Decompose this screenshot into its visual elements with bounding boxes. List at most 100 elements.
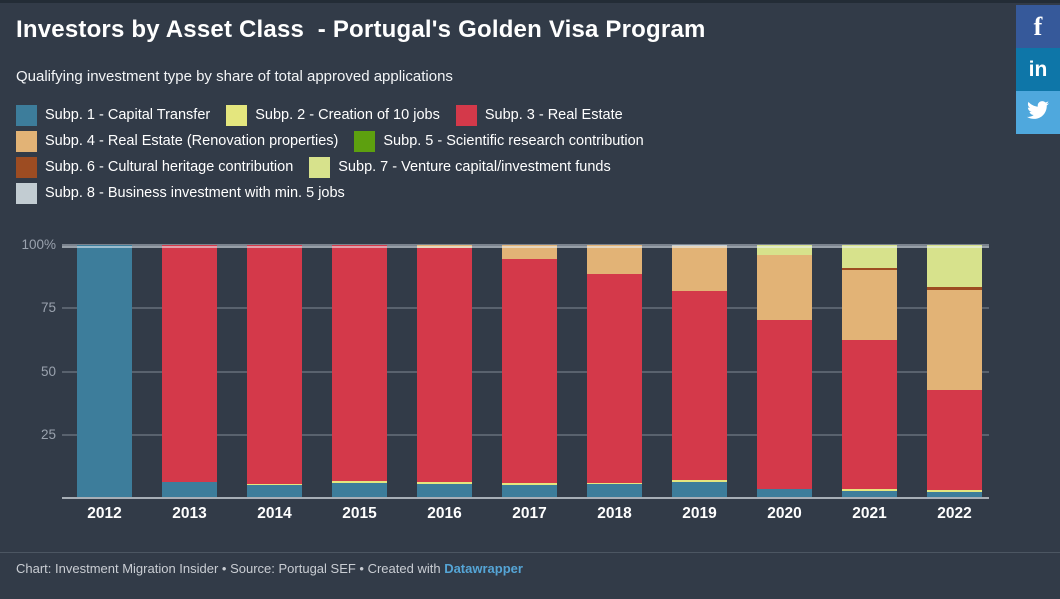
- bar-2012: [77, 245, 132, 498]
- bar-2013: [162, 245, 217, 498]
- chart-subtitle: Qualifying investment type by share of t…: [16, 68, 453, 85]
- bar-2019: [672, 245, 727, 498]
- bar-segment[interactable]: [672, 479, 727, 482]
- x-tick-label-2014: 2014: [257, 505, 292, 522]
- bar-segment[interactable]: [502, 483, 557, 485]
- legend-item-label: Subp. 2 - Creation of 10 jobs: [255, 107, 440, 123]
- bar-2020: [757, 245, 812, 498]
- bar-segment[interactable]: [757, 319, 812, 490]
- footer-separator: [0, 552, 1060, 553]
- x-tick-label-2021: 2021: [852, 505, 887, 522]
- bar-segment[interactable]: [927, 389, 982, 491]
- bar-segment[interactable]: [927, 490, 982, 492]
- bar-segment[interactable]: [672, 290, 727, 480]
- bar-2021: [842, 245, 897, 498]
- bar-2018: [587, 245, 642, 498]
- x-tick-label-2013: 2013: [172, 505, 207, 522]
- facebook-icon: f: [1033, 11, 1043, 41]
- bar-segment[interactable]: [927, 287, 982, 291]
- bar-segment[interactable]: [247, 485, 302, 498]
- bar-segment[interactable]: [587, 274, 642, 483]
- legend-row: Subp. 1 - Capital Transfer Subp. 2 - Crea…: [16, 105, 644, 126]
- bar-segment[interactable]: [757, 255, 812, 320]
- bar-2022: [927, 245, 982, 498]
- legend-row: Subp. 8 - Business investment with min. …: [16, 183, 644, 204]
- bar-segment[interactable]: [247, 483, 302, 486]
- bar-segment[interactable]: [502, 259, 557, 484]
- facebook-share-button[interactable]: f: [1016, 5, 1060, 48]
- bar-segment[interactable]: [587, 482, 642, 485]
- bar-segment[interactable]: [332, 245, 387, 482]
- legend-swatch: [354, 131, 376, 152]
- social-share-bar: f in: [1016, 5, 1060, 134]
- bar-segment[interactable]: [757, 245, 812, 256]
- legend-swatch: [16, 157, 37, 178]
- y-tick-label-50: 50: [40, 363, 56, 379]
- bar-segment[interactable]: [162, 481, 217, 498]
- x-tick-label-2016: 2016: [427, 505, 462, 522]
- y-tick-label-25: 25: [40, 426, 56, 442]
- x-tick-label-2019: 2019: [682, 505, 717, 522]
- bar-segment[interactable]: [247, 245, 302, 484]
- bar-2015: [332, 245, 387, 498]
- legend-item: Subp. 6 - Cultural heritage contribution: [16, 157, 293, 178]
- bar-segment[interactable]: [672, 245, 727, 247]
- linkedin-share-button[interactable]: in: [1016, 48, 1060, 91]
- x-tick-label-2017: 2017: [512, 505, 547, 522]
- bar-segment[interactable]: [502, 484, 557, 498]
- bar-segment[interactable]: [587, 484, 642, 498]
- legend: Subp. 1 - Capital Transfer Subp. 2 - Crea…: [16, 105, 644, 209]
- x-axis-labels: 2012 2013 2014 2015 2016 2017 2018 2019 2020 2021…: [62, 505, 989, 527]
- legend-item-label: Subp. 5 - Scientific research contributi…: [383, 133, 644, 149]
- bar-segment[interactable]: [842, 270, 897, 340]
- chart-title: Investors by Asset Class - Portugal's Go…: [16, 16, 706, 43]
- bar-segment[interactable]: [587, 245, 642, 275]
- bar-segment[interactable]: [332, 481, 387, 483]
- legend-item-label: Subp. 3 - Real Estate: [484, 107, 623, 123]
- legend-item-label: Subp. 1 - Capital Transfer: [45, 107, 211, 123]
- bar-2014: [247, 245, 302, 498]
- x-tick-label-2012: 2012: [87, 505, 122, 522]
- bar-2017: [502, 245, 557, 498]
- x-axis-baseline: [62, 497, 989, 499]
- bar-segment[interactable]: [842, 490, 897, 498]
- bar-segment[interactable]: [332, 482, 387, 498]
- linkedin-icon: in: [1028, 57, 1048, 81]
- footer: Chart: Investment Migration Insider • So…: [16, 561, 523, 576]
- legend-row: Subp. 6 - Cultural heritage contribution…: [16, 157, 644, 178]
- bar-segment[interactable]: [842, 339, 897, 490]
- bar-segment[interactable]: [927, 491, 982, 498]
- bar-segment[interactable]: [417, 483, 472, 498]
- bar-segment[interactable]: [842, 267, 897, 271]
- legend-item: Subp. 5 - Scientific research contributi…: [354, 131, 644, 152]
- bar-segment[interactable]: [502, 245, 557, 260]
- twitter-bird-icon: [1027, 99, 1049, 126]
- bar-segment[interactable]: [842, 489, 897, 491]
- x-tick-label-2022: 2022: [937, 505, 972, 522]
- top-edge-strip: [0, 0, 1060, 3]
- legend-swatch: [455, 105, 477, 126]
- legend-swatch: [16, 183, 37, 204]
- legend-swatch: [16, 105, 37, 126]
- plot-area: [62, 244, 989, 499]
- bar-segment[interactable]: [672, 246, 727, 291]
- x-tick-label-2018: 2018: [597, 505, 632, 522]
- legend-item-label: Subp. 4 - Real Estate (Renovation proper…: [45, 133, 339, 149]
- twitter-share-button[interactable]: [1016, 91, 1060, 134]
- bar-segment[interactable]: [842, 245, 897, 268]
- bar-segment[interactable]: [927, 245, 982, 288]
- gridline-100: [62, 244, 989, 246]
- bar-segment[interactable]: [757, 489, 812, 498]
- bar-segment[interactable]: [162, 245, 217, 482]
- bar-segment[interactable]: [417, 247, 472, 483]
- bar-segment[interactable]: [417, 482, 472, 484]
- legend-swatch: [226, 105, 248, 126]
- datawrapper-link[interactable]: Datawrapper: [444, 561, 523, 576]
- bar-segment[interactable]: [77, 245, 132, 498]
- legend-item-label: Subp. 8 - Business investment with min. …: [45, 185, 345, 201]
- bar-segment[interactable]: [927, 290, 982, 390]
- bar-segment[interactable]: [672, 481, 727, 498]
- legend-item: Subp. 2 - Creation of 10 jobs: [226, 105, 440, 126]
- x-tick-label-2020: 2020: [767, 505, 802, 522]
